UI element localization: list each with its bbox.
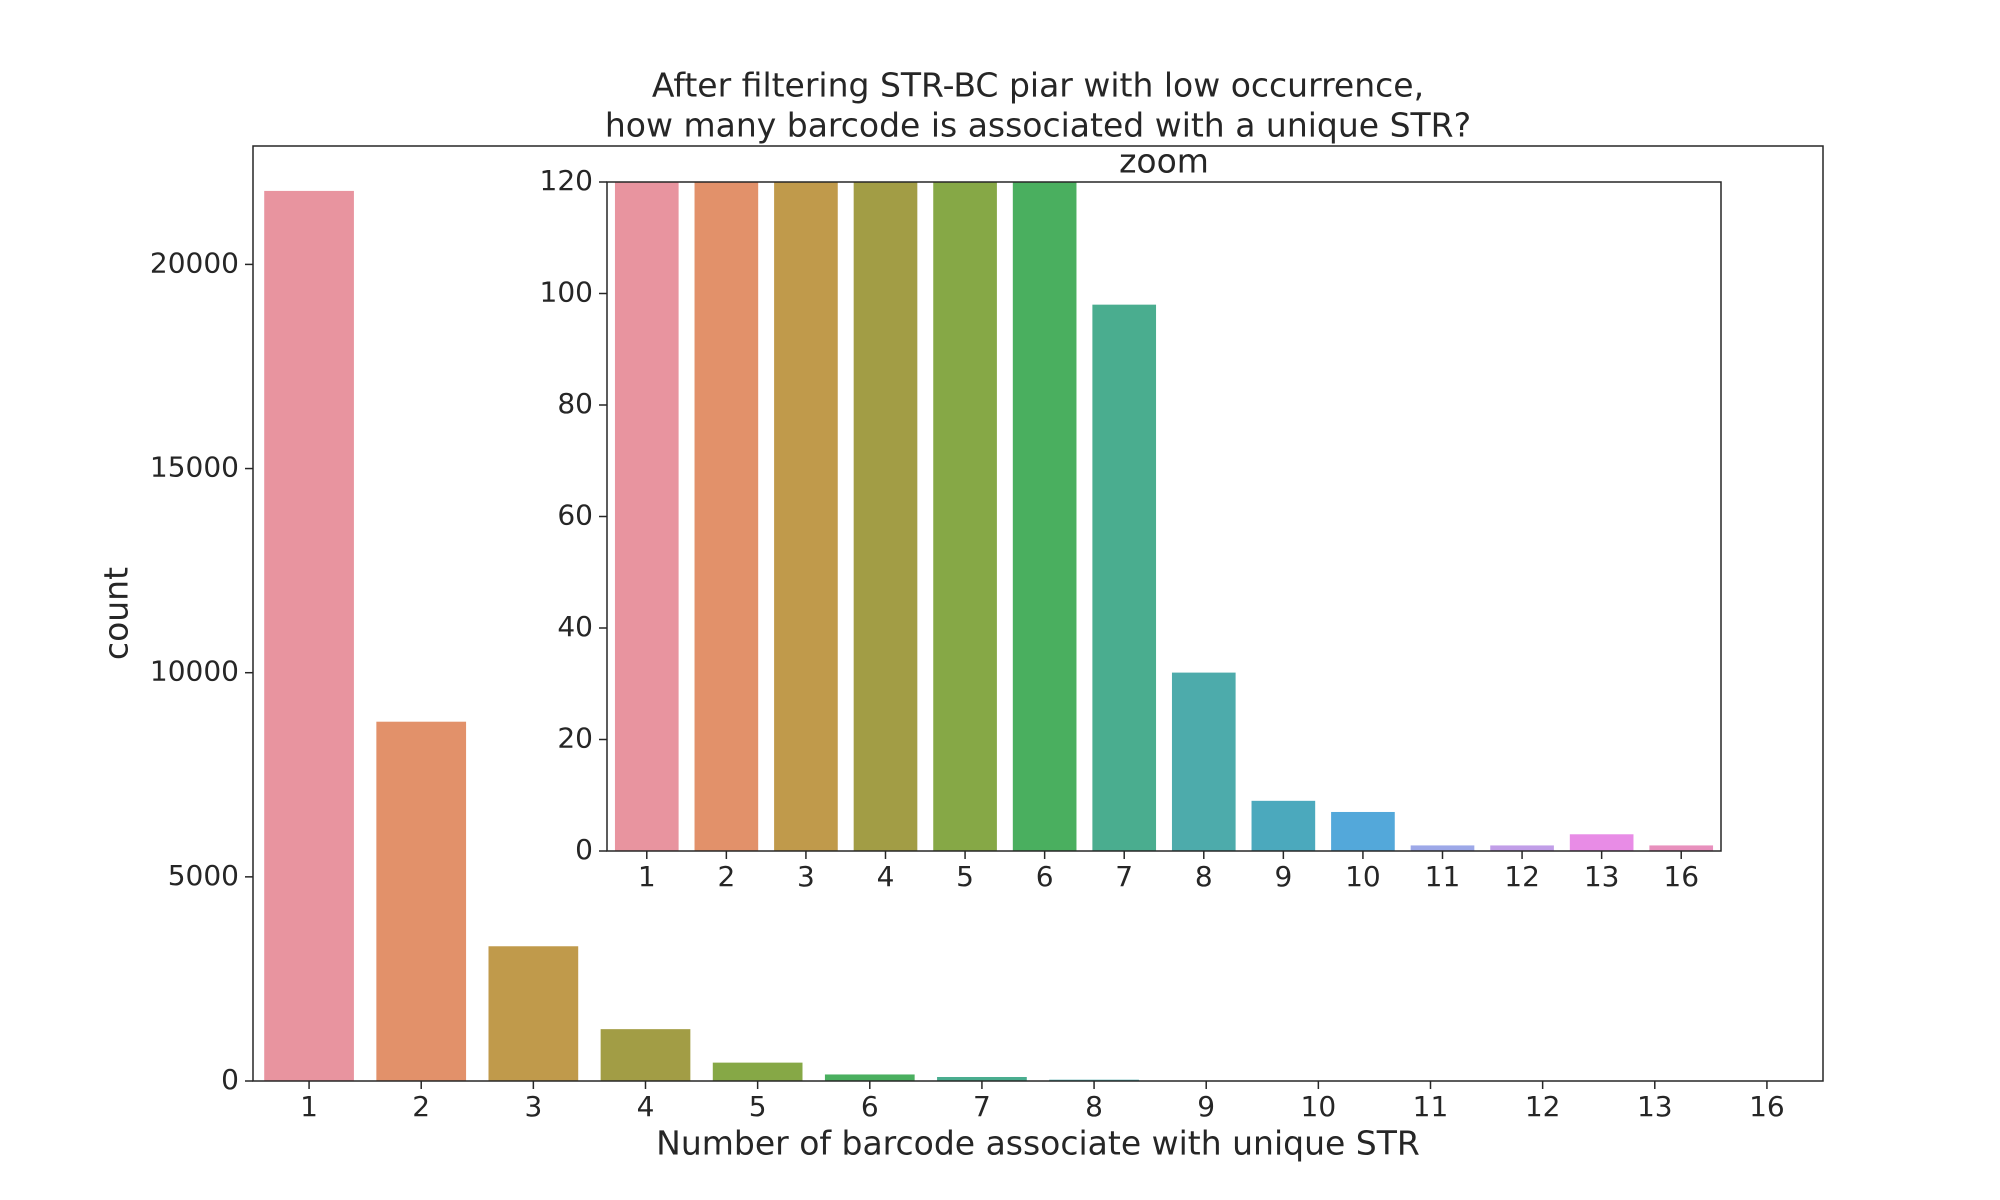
bar xyxy=(1331,811,1395,851)
bar xyxy=(933,182,997,851)
x-tick-label: 16 xyxy=(1749,1090,1785,1123)
plot-frame xyxy=(606,181,1722,852)
x-tick-label: 4 xyxy=(637,1090,655,1123)
bar xyxy=(1251,800,1316,851)
x-tick-label: 2 xyxy=(717,860,735,893)
bar xyxy=(488,946,579,1081)
x-tick-label: 11 xyxy=(1413,1090,1449,1123)
y-tick-label: 80 xyxy=(557,387,593,420)
x-tick-label: 3 xyxy=(797,860,815,893)
bar xyxy=(1410,845,1475,851)
bar xyxy=(1490,845,1554,851)
y-tick-label: 15000 xyxy=(150,451,239,484)
y-tick-label: 20 xyxy=(557,722,593,755)
y-tick-label: 10000 xyxy=(150,655,239,688)
bar xyxy=(824,1074,915,1081)
x-tick-label: 9 xyxy=(1274,860,1292,893)
x-tick-label: 4 xyxy=(877,860,895,893)
bar xyxy=(853,182,918,851)
x-tick-label: 16 xyxy=(1663,860,1699,893)
x-tick-label: 8 xyxy=(1085,1090,1103,1123)
y-axis-label: count xyxy=(97,567,136,660)
bar xyxy=(694,182,759,851)
y-tick-label: 0 xyxy=(575,833,593,866)
x-tick-label: 8 xyxy=(1195,860,1213,893)
x-tick-label: 7 xyxy=(973,1090,991,1123)
bars xyxy=(264,190,1812,1081)
x-tick-label: 10 xyxy=(1301,1090,1337,1123)
x-tick-label: 2 xyxy=(412,1090,430,1123)
x-tick-label: 12 xyxy=(1525,1090,1561,1123)
chart-title: how many barcode is associated with a un… xyxy=(605,106,1471,145)
x-tick-label: 3 xyxy=(524,1090,542,1123)
y-tick-label: 40 xyxy=(557,610,593,643)
x-axis-label: Number of barcode associate with unique … xyxy=(656,1124,1420,1163)
bar xyxy=(712,1062,803,1081)
x-tick-label: 9 xyxy=(1197,1090,1215,1123)
x-tick-label: 6 xyxy=(1036,860,1054,893)
y-tick-label: 100 xyxy=(540,276,593,309)
y-tick-label: 0 xyxy=(221,1063,239,1096)
x-tick-label: 5 xyxy=(749,1090,767,1123)
x-tick-label: 6 xyxy=(861,1090,879,1123)
x-tick-label: 1 xyxy=(300,1090,318,1123)
bar xyxy=(1171,672,1236,851)
x-tick-label: 12 xyxy=(1504,860,1540,893)
y-tick-label: 60 xyxy=(557,499,593,532)
chart-title: zoom xyxy=(1119,142,1209,181)
x-tick-label: 1 xyxy=(638,860,656,893)
bar xyxy=(1569,834,1634,851)
bar xyxy=(937,1076,1027,1081)
plot-frame xyxy=(252,145,1824,1082)
chart-title: After filtering STR-BC piar with low occ… xyxy=(652,66,1424,105)
x-tick-label: 13 xyxy=(1637,1090,1673,1123)
y-tick-label: 120 xyxy=(540,164,593,197)
x-tick-label: 11 xyxy=(1425,860,1461,893)
y-tick-label: 5000 xyxy=(168,859,239,892)
bar xyxy=(1649,845,1714,851)
bar xyxy=(264,190,354,1081)
x-tick-label: 7 xyxy=(1115,860,1133,893)
y-tick-label: 20000 xyxy=(150,246,239,279)
bar xyxy=(376,721,467,1081)
x-tick-label: 5 xyxy=(956,860,974,893)
bars xyxy=(614,182,1714,851)
bar xyxy=(1012,182,1077,851)
x-tick-label: 13 xyxy=(1584,860,1620,893)
bar xyxy=(600,1029,691,1081)
bar xyxy=(774,182,838,851)
x-tick-label: 10 xyxy=(1345,860,1381,893)
bar xyxy=(614,182,679,851)
bar xyxy=(1092,304,1157,851)
